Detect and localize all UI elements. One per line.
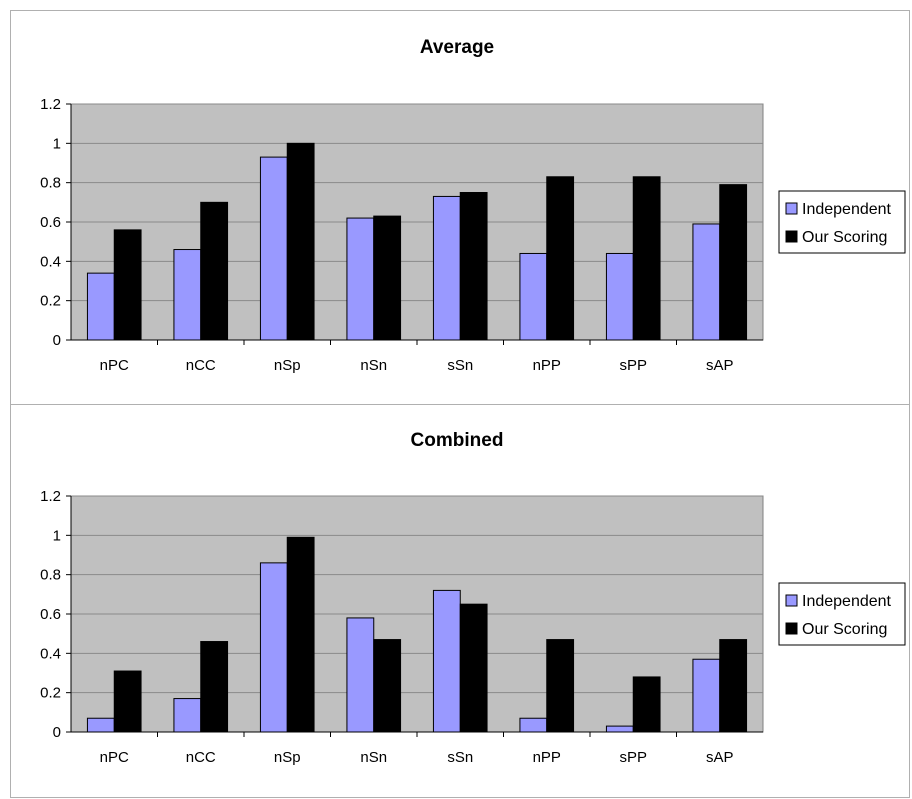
bar-independent-nSp bbox=[259, 562, 288, 733]
y-tick-label: 0.4 bbox=[40, 645, 61, 662]
legend: Independent Our Scoring bbox=[778, 190, 906, 254]
bar-independent-nPC bbox=[86, 717, 115, 733]
y-tick-label: 0.2 bbox=[40, 293, 61, 310]
chart-title: Average bbox=[420, 37, 494, 58]
x-tick-label: sSn bbox=[447, 357, 473, 374]
y-tick-label: 1 bbox=[53, 527, 61, 544]
bar-our-scoring-nPP bbox=[546, 639, 575, 733]
x-tick-label: nPP bbox=[533, 749, 561, 766]
chart-panel-average: Average 0 0.2 0.4 0.6 0.8 1 1.2 nPC nCC nSp nSn sSn… bbox=[10, 10, 910, 406]
legend-label-independent: Independent bbox=[802, 593, 892, 610]
x-tick-label: nCC bbox=[186, 357, 216, 374]
bar-independent-nCC bbox=[173, 698, 202, 733]
bar-our-scoring-nSn bbox=[373, 639, 402, 733]
legend-swatch-independent bbox=[785, 594, 798, 607]
x-tick-label: nPC bbox=[100, 749, 129, 766]
x-tick-label: sAP bbox=[706, 357, 734, 374]
legend-label-independent: Independent bbox=[802, 201, 892, 218]
y-tick-label: 0.4 bbox=[40, 253, 61, 270]
bar-independent-sPP bbox=[605, 252, 634, 341]
bar-independent-nSn bbox=[346, 217, 375, 341]
bar-independent-sPP bbox=[605, 725, 634, 733]
bar-our-scoring-nPC bbox=[113, 670, 142, 733]
bar-independent-sAP bbox=[692, 223, 721, 341]
x-tick-label: nSn bbox=[360, 749, 387, 766]
legend-box bbox=[778, 582, 906, 646]
y-tick-label: 0.8 bbox=[40, 567, 61, 584]
bar-independent-nSp bbox=[259, 156, 288, 341]
bar-our-scoring-nSp bbox=[286, 142, 315, 341]
bar-our-scoring-sPP bbox=[632, 176, 661, 341]
y-tick-label: 0.6 bbox=[40, 214, 61, 231]
bar-independent-nPP bbox=[519, 252, 548, 341]
bar-our-scoring-nCC bbox=[200, 641, 229, 733]
y-tick-label: 0.8 bbox=[40, 175, 61, 192]
legend-swatch-independent bbox=[785, 202, 798, 215]
bar-our-scoring-nPC bbox=[113, 229, 142, 341]
bar-our-scoring-sAP bbox=[719, 184, 748, 341]
x-tick-label: sAP bbox=[706, 749, 734, 766]
y-tick-label: 0 bbox=[53, 332, 61, 349]
bar-independent-sAP bbox=[692, 658, 721, 733]
bar-our-scoring-sPP bbox=[632, 676, 661, 733]
chart-combined: Combined 0 0.2 0.4 0.6 0.8 1 1.2 nPC nCC nSp nSn sS… bbox=[40, 430, 906, 766]
x-tick-label: nSp bbox=[274, 749, 301, 766]
bar-independent-sSn bbox=[432, 589, 461, 733]
legend: Independent Our Scoring bbox=[778, 582, 906, 646]
bar-our-scoring-sSn bbox=[459, 192, 488, 341]
legend-label-our-scoring: Our Scoring bbox=[802, 621, 887, 638]
legend-box bbox=[778, 190, 906, 254]
y-tick-label: 0.6 bbox=[40, 606, 61, 623]
y-tick-label: 0 bbox=[53, 724, 61, 741]
chart-panel-combined: Combined 0 0.2 0.4 0.6 0.8 1 1.2 nPC nCC nSp nSn sS… bbox=[10, 404, 910, 798]
bar-independent-nSn bbox=[346, 617, 375, 733]
bar-our-scoring-sSn bbox=[459, 603, 488, 733]
bar-independent-sSn bbox=[432, 195, 461, 341]
legend-swatch-our-scoring bbox=[785, 230, 798, 243]
x-tick-label: sSn bbox=[447, 749, 473, 766]
x-tick-label: nCC bbox=[186, 749, 216, 766]
x-tick-label: nSn bbox=[360, 357, 387, 374]
bar-our-scoring-nSp bbox=[286, 536, 315, 733]
x-tick-label: nSp bbox=[274, 357, 301, 374]
legend-swatch-our-scoring bbox=[785, 622, 798, 635]
chart-title: Combined bbox=[411, 430, 504, 451]
bar-our-scoring-nPP bbox=[546, 176, 575, 341]
y-tick-label: 1.2 bbox=[40, 488, 61, 505]
bar-independent-nPP bbox=[519, 717, 548, 733]
y-tick-label: 1 bbox=[53, 135, 61, 152]
x-tick-label: sPP bbox=[619, 357, 647, 374]
x-tick-label: sPP bbox=[619, 749, 647, 766]
legend-label-our-scoring: Our Scoring bbox=[802, 229, 887, 246]
x-tick-label: nPC bbox=[100, 357, 129, 374]
bar-our-scoring-nCC bbox=[200, 201, 229, 341]
y-tick-label: 1.2 bbox=[40, 96, 61, 113]
y-tick-label: 0.2 bbox=[40, 685, 61, 702]
bar-our-scoring-sAP bbox=[719, 639, 748, 733]
bar-independent-nCC bbox=[173, 249, 202, 341]
bar-independent-nPC bbox=[86, 272, 115, 341]
x-tick-label: nPP bbox=[533, 357, 561, 374]
bar-our-scoring-nSn bbox=[373, 215, 402, 341]
chart-average: Average 0 0.2 0.4 0.6 0.8 1 1.2 nPC nCC nSp nSn sSn… bbox=[40, 37, 906, 374]
